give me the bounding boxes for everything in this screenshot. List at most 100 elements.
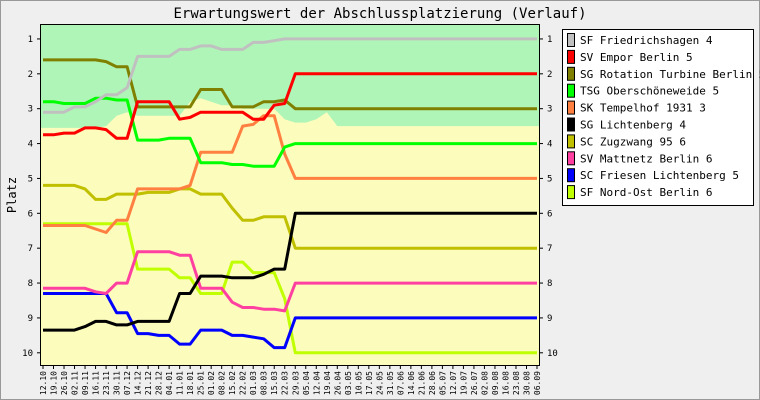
series-line — [43, 211, 537, 332]
y-tick-label: 7 — [28, 244, 33, 254]
y-tick-label: 4 — [28, 140, 33, 150]
y-tick-label: 1 — [28, 35, 33, 45]
x-tick-label: 06.09 — [533, 371, 542, 395]
zone-top — [41, 25, 539, 128]
x-tick-label: 28.06 — [428, 371, 437, 395]
x-tick-label: 07.06 — [396, 371, 405, 395]
x-tick-label: 26.07 — [470, 371, 479, 395]
x-tick-label: 16.08 — [501, 371, 510, 395]
legend-swatch — [567, 49, 575, 64]
legend-label: SC Zugzwang 95 6 — [580, 135, 686, 148]
y-tick-label: 9 — [547, 314, 552, 324]
x-tick-label: 09.11 — [81, 371, 90, 395]
legend-label: SG Rotation Turbine Berlin 5 — [580, 68, 760, 81]
y-tick-label: 6 — [28, 209, 33, 219]
x-tick-label: 26.10 — [60, 371, 69, 395]
y-tick-label: 2 — [28, 70, 33, 80]
y-tick-label: 1 — [547, 35, 552, 45]
y-tick-label: 5 — [28, 174, 33, 184]
x-tick-label: 11.01 — [176, 371, 185, 395]
x-tick-label: 14.12 — [134, 371, 143, 395]
series-line — [43, 222, 537, 355]
x-tick-label: 07.12 — [123, 371, 132, 395]
x-tick-label: 16.11 — [92, 371, 101, 395]
series-line — [43, 183, 537, 250]
x-tick-label: 19.10 — [50, 371, 59, 395]
y-tick-label: 6 — [547, 209, 552, 219]
x-tick-label: 01.02 — [207, 371, 216, 395]
y-ticks-left: 1 2 3 4 5 6 7 8 9 10 — [22, 35, 41, 359]
legend-label: SK Tempelhof 1931 3 — [580, 102, 706, 115]
x-tick-label: 12.07 — [449, 371, 458, 395]
y-ticks-right: 1 2 3 4 5 6 7 8 9 10 — [539, 35, 558, 359]
series-line — [43, 72, 537, 140]
legend-label: SF Nord-Ost Berlin 6 — [580, 186, 712, 199]
x-tick-label: 31.05 — [386, 371, 395, 395]
x-tick-label: 23.08 — [512, 371, 521, 395]
x-tick-label: 23.11 — [102, 371, 111, 395]
legend-box — [562, 29, 754, 206]
x-tick-label: 21.12 — [144, 371, 153, 395]
x-tick-label: 10.05 — [354, 371, 363, 395]
y-tick-label: 4 — [547, 140, 552, 150]
legend-label: TSG Oberschöneweide 5 — [580, 85, 719, 98]
x-tick-label: 08.02 — [218, 371, 227, 395]
x-tick-label: 22.02 — [239, 371, 248, 395]
legend-swatch — [567, 185, 575, 200]
x-tick-label: 05.07 — [438, 371, 447, 395]
series-line — [43, 250, 537, 313]
legend-swatch — [567, 117, 575, 132]
x-tick-label: 28.12 — [155, 371, 164, 395]
legend-swatch — [567, 168, 575, 183]
x-tick-label: 15.02 — [228, 371, 237, 395]
series-line — [43, 292, 537, 350]
x-tick-label: 18.01 — [186, 371, 195, 395]
x-tick-label: 22.03 — [281, 371, 290, 395]
x-tick-label: 01.03 — [249, 371, 258, 395]
x-tick-label: 04.01 — [165, 371, 174, 395]
x-tick-label: 14.06 — [407, 371, 416, 395]
x-tick-label: 15.03 — [270, 371, 279, 395]
chart-title: Erwartungswert der Abschlussplatzierung … — [173, 6, 586, 22]
x-tick-label: 02.11 — [71, 371, 80, 395]
x-tick-label: 25.01 — [197, 371, 206, 395]
legend-label: SC Friesen Lichtenberg 5 — [580, 169, 739, 182]
x-ticks: 12.10 19.10 26.10 02.11 09.11 16.11 23.11 30.11… — [39, 365, 542, 395]
x-tick-label: 08.03 — [260, 371, 269, 395]
legend-label: SF Friedrichshagen 4 — [580, 34, 713, 47]
legend-swatch — [567, 66, 575, 81]
legend-swatch — [567, 100, 575, 115]
y-tick-label: 5 — [547, 174, 552, 184]
x-tick-label: 30.08 — [522, 371, 531, 395]
y-tick-label: 3 — [547, 105, 552, 115]
x-tick-label: 19.04 — [323, 371, 332, 395]
x-tick-label: 12.04 — [312, 371, 321, 395]
x-tick-label: 12.10 — [39, 371, 48, 395]
y-tick-label: 8 — [28, 279, 33, 289]
series-line — [43, 58, 537, 111]
y-tick-label: 3 — [28, 105, 33, 115]
y-tick-label: 2 — [547, 70, 552, 80]
y-tick-label: 10 — [547, 349, 558, 359]
x-tick-label: 02.08 — [480, 371, 489, 395]
plot-border — [40, 24, 540, 366]
x-tick-label: 17.05 — [365, 371, 374, 395]
legend-swatch — [567, 33, 575, 47]
x-tick-label: 21.06 — [417, 371, 426, 395]
series-line — [43, 96, 537, 168]
x-tick-label: 30.11 — [113, 371, 122, 395]
legend: SF Friedrichshagen 4 SV Empor Berlin 5 SG … — [562, 29, 760, 206]
legend-swatch — [567, 151, 575, 166]
y-tick-label: 10 — [22, 349, 33, 359]
series-line — [43, 114, 537, 234]
legend-label: SV Mattnetz Berlin 6 — [580, 152, 712, 165]
y-tick-label: 8 — [547, 279, 552, 289]
y-tick-label: 7 — [547, 244, 552, 254]
x-tick-label: 19.07 — [459, 371, 468, 395]
series-lines — [43, 37, 537, 355]
x-tick-label: 09.08 — [491, 371, 500, 395]
x-tick-label: 24.05 — [375, 371, 384, 395]
legend-swatch — [567, 83, 575, 98]
y-tick-label: 9 — [28, 314, 33, 324]
